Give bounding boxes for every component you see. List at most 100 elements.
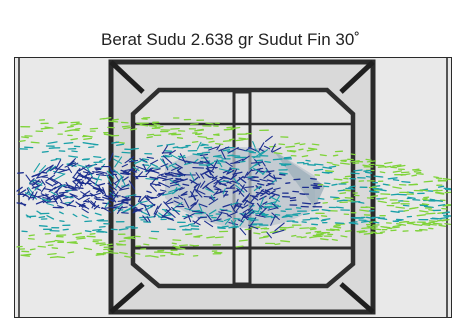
velocity-vector bbox=[235, 245, 244, 248]
velocity-vector bbox=[160, 175, 168, 178]
velocity-vector bbox=[125, 225, 135, 228]
velocity-vector bbox=[387, 177, 398, 180]
velocity-vector bbox=[159, 189, 167, 192]
velocity-vector bbox=[187, 214, 192, 223]
velocity-vector bbox=[178, 253, 185, 255]
velocity-vector bbox=[279, 163, 289, 166]
velocity-vector bbox=[84, 230, 92, 233]
velocity-vector bbox=[66, 125, 74, 128]
velocity-vector bbox=[279, 173, 286, 176]
velocity-vector bbox=[213, 185, 222, 191]
velocity-vector bbox=[121, 195, 128, 199]
velocity-vector bbox=[279, 172, 288, 175]
velocity-vector bbox=[92, 204, 101, 209]
velocity-vector bbox=[154, 125, 164, 129]
velocity-vector bbox=[238, 160, 246, 163]
velocity-vector bbox=[179, 153, 187, 164]
velocity-vector bbox=[259, 149, 269, 157]
velocity-vector bbox=[264, 201, 277, 205]
velocity-vector bbox=[83, 247, 93, 251]
velocity-vector bbox=[113, 158, 122, 164]
flow-simulation-view bbox=[15, 58, 451, 317]
velocity-vector bbox=[50, 158, 58, 162]
velocity-vector bbox=[328, 165, 337, 168]
velocity-vector bbox=[230, 126, 241, 130]
velocity-vector bbox=[120, 121, 129, 124]
velocity-vector bbox=[289, 197, 297, 199]
velocity-vector bbox=[239, 184, 248, 193]
velocity-vector bbox=[25, 174, 31, 182]
velocity-vector bbox=[429, 223, 437, 226]
corner-strut-tr bbox=[339, 60, 375, 94]
velocity-vector bbox=[195, 132, 203, 135]
velocity-vector bbox=[356, 230, 366, 233]
velocity-vector bbox=[107, 191, 115, 199]
velocity-vector bbox=[339, 192, 347, 195]
velocity-vector bbox=[366, 160, 377, 163]
velocity-vector bbox=[335, 206, 344, 209]
velocity-vector bbox=[396, 223, 407, 226]
velocity-vector bbox=[230, 161, 241, 164]
velocity-vector bbox=[42, 197, 52, 200]
velocity-vector bbox=[268, 174, 277, 180]
velocity-vector bbox=[213, 133, 220, 136]
velocity-vector bbox=[377, 166, 387, 168]
velocity-vector bbox=[83, 137, 93, 140]
velocity-vector bbox=[336, 199, 345, 202]
velocity-vector bbox=[160, 158, 169, 169]
velocity-vector bbox=[64, 162, 77, 168]
velocity-vector bbox=[58, 191, 69, 194]
velocity-vector bbox=[172, 146, 179, 149]
velocity-vector bbox=[120, 201, 129, 204]
velocity-vector bbox=[139, 200, 148, 204]
velocity-vector bbox=[392, 224, 402, 228]
velocity-vector bbox=[206, 213, 212, 221]
velocity-vector bbox=[117, 199, 131, 202]
velocity-vector bbox=[192, 220, 201, 226]
velocity-vector bbox=[111, 118, 119, 121]
velocity-vector bbox=[153, 123, 161, 126]
velocity-vector bbox=[82, 204, 90, 210]
velocity-vector bbox=[59, 220, 65, 223]
velocity-vector bbox=[379, 231, 386, 234]
velocity-vector bbox=[54, 193, 64, 201]
velocity-vector bbox=[196, 128, 204, 131]
velocity-vector bbox=[171, 166, 180, 171]
velocity-vector bbox=[441, 207, 448, 210]
velocity-vector bbox=[382, 183, 389, 186]
velocity-vector bbox=[109, 152, 114, 162]
velocity-vector bbox=[148, 237, 158, 240]
velocity-vector bbox=[165, 201, 174, 205]
velocity-vector bbox=[247, 210, 255, 217]
velocity-vector bbox=[349, 185, 356, 188]
velocity-vector bbox=[226, 180, 233, 184]
velocity-vector bbox=[153, 210, 159, 218]
velocity-vector bbox=[311, 209, 320, 212]
velocity-vector bbox=[317, 197, 325, 200]
velocity-vector bbox=[76, 122, 83, 125]
velocity-vector bbox=[200, 169, 210, 176]
velocity-vector bbox=[207, 178, 217, 185]
velocity-vector bbox=[111, 197, 117, 203]
velocity-vector bbox=[331, 238, 338, 241]
velocity-vector bbox=[102, 202, 112, 205]
velocity-vector bbox=[94, 212, 102, 216]
velocity-vector bbox=[53, 182, 59, 186]
velocity-vector bbox=[71, 162, 79, 168]
velocity-vector bbox=[49, 166, 57, 172]
velocity-vector bbox=[238, 138, 249, 141]
velocity-vector bbox=[238, 184, 245, 195]
velocity-vector bbox=[206, 236, 216, 239]
velocity-vector bbox=[384, 165, 392, 168]
velocity-vector bbox=[78, 195, 86, 201]
velocity-vector bbox=[93, 155, 102, 159]
velocity-vector bbox=[266, 179, 275, 183]
velocity-vector bbox=[17, 172, 24, 174]
velocity-vector bbox=[438, 224, 447, 227]
velocity-vector bbox=[444, 222, 451, 226]
velocity-vector bbox=[76, 237, 86, 240]
velocity-vector bbox=[229, 202, 239, 206]
velocity-vector bbox=[364, 171, 373, 174]
velocity-vector bbox=[192, 167, 205, 169]
corner-strut-bl bbox=[109, 282, 145, 314]
